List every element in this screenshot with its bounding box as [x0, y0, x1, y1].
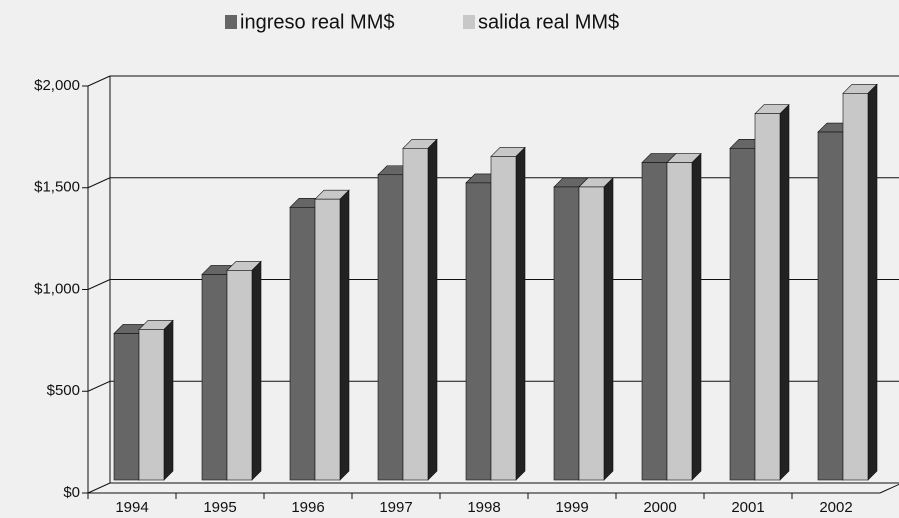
bar-front — [289, 207, 316, 481]
x-tick-label: 1996 — [291, 499, 324, 516]
bar-front — [817, 131, 844, 481]
bar-front — [641, 162, 668, 481]
y-tick-label: $0 — [63, 484, 80, 501]
bar — [314, 189, 350, 481]
grid-line — [87, 482, 111, 494]
grid-line — [87, 177, 111, 189]
bar-front — [138, 329, 165, 481]
bar-front — [490, 156, 517, 481]
bar-front — [113, 333, 140, 481]
axis-line — [879, 483, 899, 494]
bar — [226, 260, 262, 481]
x-tick-label: 2001 — [731, 499, 764, 516]
bar-front — [465, 182, 492, 481]
bar-side — [163, 319, 174, 481]
bar-side — [691, 152, 702, 481]
bar-front — [553, 186, 580, 481]
x-tick-label: 2000 — [643, 499, 676, 516]
bar-side — [427, 138, 438, 481]
bar-front — [666, 162, 693, 481]
y-tick-label: $500 — [47, 382, 80, 399]
bar — [138, 319, 174, 481]
bar-front — [754, 113, 781, 481]
grid-line — [87, 380, 111, 392]
grid-line — [87, 75, 111, 87]
bar — [490, 146, 526, 481]
legend-swatch — [225, 15, 237, 29]
bar — [754, 103, 790, 481]
x-tick-label: 1995 — [203, 499, 236, 516]
y-tick-label: $2,000 — [34, 77, 80, 94]
legend-swatch — [463, 15, 475, 29]
bar-front — [402, 147, 429, 481]
bar-side — [339, 189, 350, 481]
bar — [578, 177, 614, 481]
bar-side — [867, 83, 878, 481]
legend-label: ingreso real MM$ — [240, 11, 395, 33]
bar-front — [314, 198, 341, 481]
bar-side — [603, 177, 614, 481]
y-tick-label: $1,500 — [34, 179, 80, 196]
x-tick-label: 1997 — [379, 499, 412, 516]
x-tick-label: 1999 — [555, 499, 588, 516]
x-tick-label: 1998 — [467, 499, 500, 516]
bar-side — [515, 146, 526, 481]
grid-line — [87, 279, 111, 290]
x-tick-label: 1994 — [115, 499, 148, 516]
bar-front — [201, 274, 228, 481]
bar-front — [842, 93, 869, 481]
x-tick-label: 2002 — [819, 499, 852, 516]
bar-front — [729, 147, 756, 481]
bar — [842, 83, 878, 481]
bar — [666, 152, 702, 481]
bar-side — [251, 260, 262, 481]
bar-side — [779, 103, 790, 481]
bar — [402, 138, 438, 481]
y-tick-label: $1,000 — [34, 280, 80, 297]
bar-front — [226, 270, 253, 481]
legend-label: salida real MM$ — [478, 11, 619, 33]
bar-front — [377, 174, 404, 481]
bar-front — [578, 186, 605, 481]
